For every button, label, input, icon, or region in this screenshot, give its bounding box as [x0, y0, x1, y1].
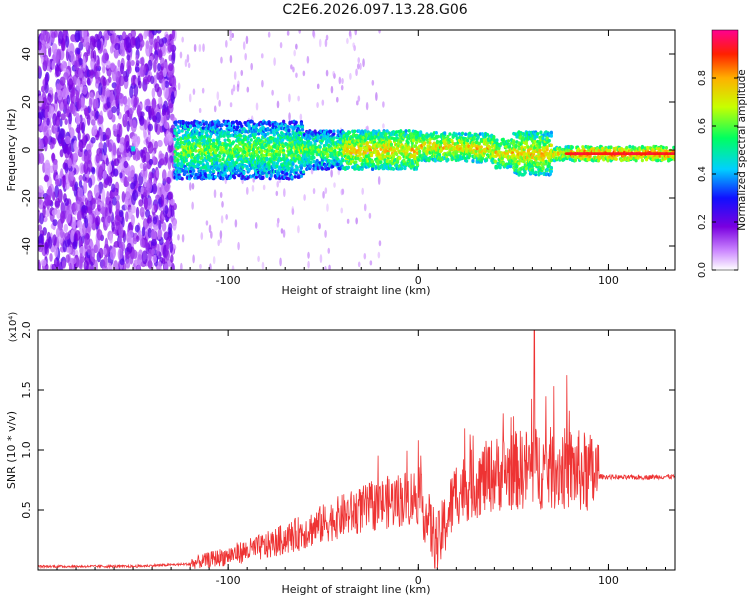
snr-series-line: [38, 330, 675, 570]
colorbar-tick-label: 0.4: [697, 166, 708, 182]
colorbar: [711, 29, 739, 271]
snr-x-label: Height of straight line (km): [281, 583, 430, 596]
snr-y-label: SNR (10 * v/v): [5, 411, 18, 489]
chart-title: C2E6.2026.097.13.28.G06: [282, 2, 468, 18]
snr-y-multiplier: (x10⁴): [8, 312, 19, 343]
spectrogram-y-label: Frequency (Hz): [5, 109, 18, 192]
spectrogram-x-tick-label: 0: [415, 274, 422, 287]
snr-y-tick-label: 1.0: [20, 441, 33, 459]
spectrogram-x-tick-label: -100: [216, 274, 241, 287]
snr-axes: -100 0 100 0.5 1.0 1.5 2.0: [20, 321, 675, 587]
spectrogram-y-tick-label: -40: [20, 237, 33, 255]
snr-x-tick-label: 0: [415, 574, 422, 587]
spectrogram-plot-area: [38, 30, 675, 270]
colorbar-tick-label: 0.0: [697, 262, 708, 278]
colorbar-axes: 0.0 0.2 0.4 0.6 0.8: [697, 70, 738, 278]
snr-plot-area: [38, 330, 675, 570]
spectrogram-axes: -100 0 100 40 20 0 -20 -40: [20, 30, 675, 570]
snr-x-tick-label: -100: [216, 574, 241, 587]
snr-x-tick-label: 100: [598, 574, 619, 587]
colorbar-label: Normalized spectral amplitude: [736, 69, 748, 230]
snr-y-tick-label: 0.5: [20, 501, 33, 519]
snr-y-tick-label: 2.0: [20, 321, 33, 339]
spectrogram-y-tick-label: 40: [20, 47, 33, 61]
colorbar-tick-label: 0.6: [697, 118, 708, 134]
snr-y-tick-label: 1.5: [20, 381, 33, 399]
spectrogram-x-tick-label: 100: [598, 274, 619, 287]
spectrogram-y-tick-label: 20: [20, 95, 33, 109]
snr-frame: [37, 329, 676, 571]
colorbar-tick-label: 0.8: [697, 70, 708, 86]
colorbar-tick-label: 0.2: [697, 214, 708, 230]
spectrogram-y-tick-label: -20: [20, 189, 33, 207]
spectrogram-y-tick-label: 0: [20, 147, 33, 154]
spectrogram-x-label: Height of straight line (km): [281, 284, 430, 297]
